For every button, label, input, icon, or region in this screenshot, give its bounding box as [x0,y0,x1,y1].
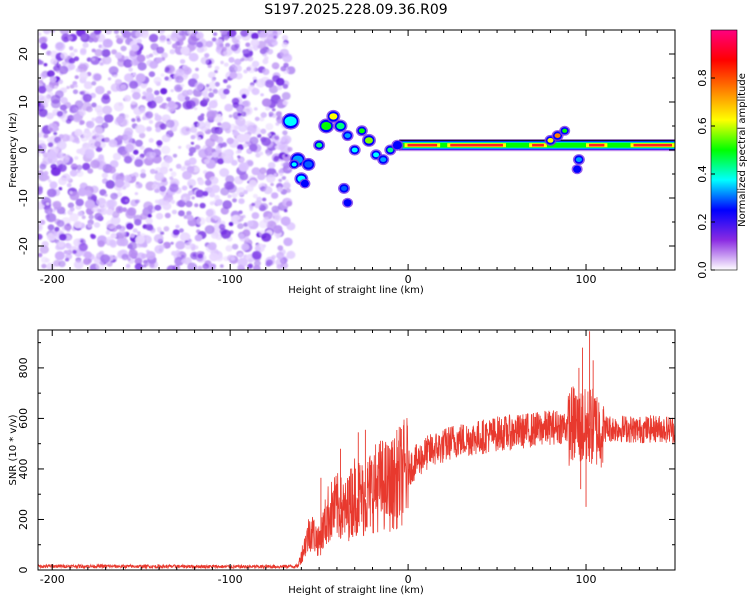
spectrogram-xtick-label: -100 [218,273,243,286]
snr-ytick-label: 200 [17,509,30,530]
snr-series-line [38,386,675,570]
spectrogram-ytick-label: 10 [17,95,30,109]
snr-xtick-label: 100 [576,573,597,586]
snr-xtick-label: 0 [405,573,412,586]
spectrogram-ytick-label: -10 [17,189,30,207]
snr-xtick-label: -200 [40,573,65,586]
snr-ytick-label: 600 [17,408,30,429]
snr-frame [37,329,676,571]
colorbar-tick-label: 0.8 [696,69,709,87]
colorbar-tick-label: 0.2 [696,213,709,231]
spectrogram-xtick-label: 0 [405,273,412,286]
spectrogram-ytick-label: -20 [17,237,30,255]
spectral-ridge [399,139,675,152]
spectrogram-content [38,30,675,270]
spectrogram-xlabel: Height of straight line (km) [288,285,424,296]
spectral-blobs [281,109,585,208]
spectrogram-ylabel: Frequency (Hz) [8,112,19,188]
spectrogram-ytick-label: 20 [17,47,30,61]
spectrogram-ytick-label: 0 [17,147,30,154]
spectrogram-xtick-label: -200 [40,273,65,286]
colorbar-tick-label: 0.6 [696,117,709,135]
colorbar-gradient [710,29,738,271]
snr-xtick-label: -100 [218,573,243,586]
spectrogram-xtick-label: 100 [576,273,597,286]
colorbar: 0.0 0.2 0.4 0.6 0.8 Normalized spectral ampl… [696,29,748,279]
colorbar-tick-label: 0.4 [696,165,709,183]
colorbar-tick-label: 0.0 [696,261,709,279]
snr-xlabel: Height of straight line (km) [288,585,424,596]
snr-ytick-label: 800 [17,357,30,378]
snr-ticks: -200 -100 0 100 0 200 400 600 800 [17,330,676,586]
chart-title: S197.2025.228.09.36.R09 [264,2,447,18]
snr-ytick-label: 0 [17,567,30,574]
snr-panel: -200 -100 0 100 0 200 400 600 800 Height of stra… [8,329,676,596]
snr-ylabel: SNR (10 * v/v) [8,414,19,485]
colorbar-ticks: 0.0 0.2 0.4 0.6 0.8 [696,69,715,279]
colorbar-label: Normalized spectral amplitude [737,73,748,227]
snr-content [38,331,675,570]
noise-speckle [38,30,296,270]
snr-ytick-label: 400 [17,458,30,479]
